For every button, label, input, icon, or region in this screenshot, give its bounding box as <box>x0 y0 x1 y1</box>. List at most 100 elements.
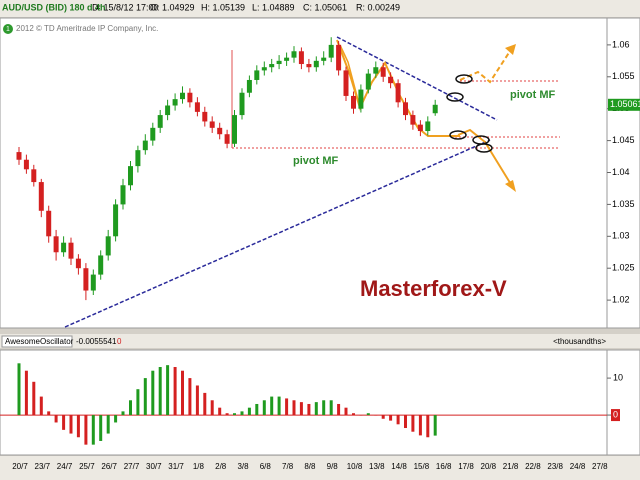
x-tick-label: 20/8 <box>481 462 497 471</box>
candle-body <box>46 210 52 237</box>
y-tick-label: 1.025 <box>612 263 635 273</box>
oscillator-bar <box>151 370 155 416</box>
oscillator-bar <box>181 370 184 416</box>
oscillator-bar <box>69 415 73 434</box>
oscillator-bar <box>39 396 43 416</box>
candle-body <box>365 73 371 90</box>
candle-body <box>202 111 208 122</box>
oscillator-bar <box>396 415 400 425</box>
candle-body <box>172 99 178 106</box>
candle-body <box>23 159 29 170</box>
oscillator-bar <box>307 403 311 416</box>
x-tick-label: 9/8 <box>327 462 339 471</box>
oscillator-bar <box>225 413 229 416</box>
candle-body <box>410 115 416 125</box>
candle-body <box>313 60 319 68</box>
y-tick-label: 1.03 <box>612 231 630 241</box>
time-axis <box>0 456 640 480</box>
marker-ellipse <box>475 143 493 153</box>
oscillator-bar <box>173 367 177 416</box>
y-tick-label: 1.06 <box>612 39 630 49</box>
candle-body <box>180 92 185 100</box>
candle-body <box>75 258 81 269</box>
x-tick-label: 15/8 <box>414 462 430 471</box>
x-tick-label: 27/8 <box>592 462 608 471</box>
x-tick-label: 3/8 <box>237 462 249 471</box>
wave-line <box>339 44 359 101</box>
oscillator-bar <box>47 411 51 416</box>
oscillator-bar <box>299 402 303 416</box>
x-tick-label: 14/8 <box>391 462 407 471</box>
header-bar <box>0 0 640 17</box>
candle-body <box>157 115 163 128</box>
candle-body <box>343 70 349 96</box>
candle-body <box>187 92 193 103</box>
candle-body <box>98 255 104 275</box>
indicator-status: 0 <box>117 337 122 346</box>
oscillator-bar <box>262 400 266 416</box>
x-tick-label: 23/7 <box>35 462 51 471</box>
y-tick-label: 1.02 <box>612 294 630 304</box>
indicator-value: -0.0055541 <box>76 337 117 346</box>
x-tick-label: 1/8 <box>193 462 205 471</box>
oscillator-bar <box>210 400 214 416</box>
header-high: H: 1.05139 <box>201 2 245 12</box>
x-tick-label: 7/8 <box>282 462 294 471</box>
candle-body <box>432 104 438 114</box>
x-tick-label: 6/8 <box>260 462 272 471</box>
oscillator-bar <box>366 413 370 416</box>
candle-body <box>232 115 237 144</box>
oscillator-bar <box>255 403 259 416</box>
candle-body <box>269 64 275 68</box>
candle-body <box>194 102 200 112</box>
candle-body <box>261 67 267 71</box>
analysis-drawings <box>64 36 560 328</box>
marker-ellipse <box>446 92 464 102</box>
candle-body <box>417 124 423 132</box>
x-tick-label: 8/8 <box>304 462 316 471</box>
candle-body <box>61 242 67 253</box>
oscillator-bar <box>418 415 422 436</box>
oscillator-bar <box>240 411 244 416</box>
oscillator-bar <box>136 389 140 416</box>
candle-body <box>298 51 304 65</box>
oscillator-bar <box>433 415 437 436</box>
symbol: AUD/USD (BID) 180 d 4h <box>2 2 106 12</box>
oscillator-bar <box>322 400 326 416</box>
oscillator-bar <box>32 381 36 416</box>
wave-line <box>336 39 460 137</box>
annotation: pivot MF <box>510 89 555 101</box>
header-date: D: 15/8/12 17:00 <box>92 2 159 12</box>
trend-line <box>64 139 491 328</box>
oscillator-bar <box>62 415 66 430</box>
candle-body <box>105 236 111 256</box>
x-tick-label: 24/7 <box>57 462 73 471</box>
oscillator-bar <box>129 400 132 416</box>
oscillator-bar <box>426 415 430 438</box>
marker-ellipse <box>449 130 467 140</box>
candle-body <box>68 242 74 259</box>
oscillator-bar <box>166 365 170 416</box>
trend-line <box>336 36 498 121</box>
oscillator-bar <box>106 415 110 434</box>
candle-body <box>31 169 37 183</box>
header-close: C: 1.05061 <box>303 2 347 12</box>
oscillator-bar <box>188 378 192 416</box>
candle-body <box>358 89 364 109</box>
oscillator-bar <box>17 363 21 416</box>
oscillator-bar <box>285 398 289 416</box>
x-tick-label: 31/7 <box>168 462 184 471</box>
x-tick-label: 25/7 <box>79 462 95 471</box>
candle-body <box>128 166 133 186</box>
annotation: Masterforex-V <box>360 276 507 301</box>
candle-body <box>38 182 44 211</box>
x-tick-label: 10/8 <box>347 462 363 471</box>
oscillator-bar <box>143 378 147 416</box>
candle-body <box>388 76 394 84</box>
oscillator-bar <box>404 415 407 429</box>
candle-body <box>336 44 342 71</box>
x-tick-label: 22/8 <box>525 462 541 471</box>
candle-body <box>217 127 223 135</box>
marker-ellipse <box>455 74 473 84</box>
